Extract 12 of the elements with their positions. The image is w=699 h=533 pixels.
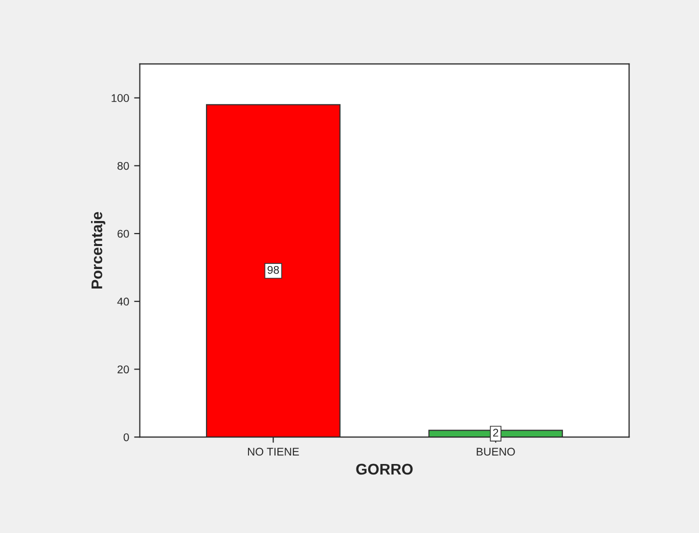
x-tick-label: NO TIENE — [248, 448, 299, 456]
y-tick-label: 40 — [117, 298, 129, 306]
y-tick-label: 100 — [112, 94, 129, 102]
data-label: 2 — [493, 428, 498, 437]
y-tick-label: 0 — [124, 433, 129, 442]
x-tick-label: BUENO — [476, 448, 515, 456]
y-tick-label: 20 — [118, 365, 129, 374]
y-tick-label: 80 — [118, 162, 129, 170]
data-label: 98 — [268, 266, 279, 274]
y-tick-label: 60 — [118, 230, 129, 238]
y-axis-title: Porcentaje — [91, 212, 106, 289]
x-axis-title: GORRO — [356, 464, 413, 475]
